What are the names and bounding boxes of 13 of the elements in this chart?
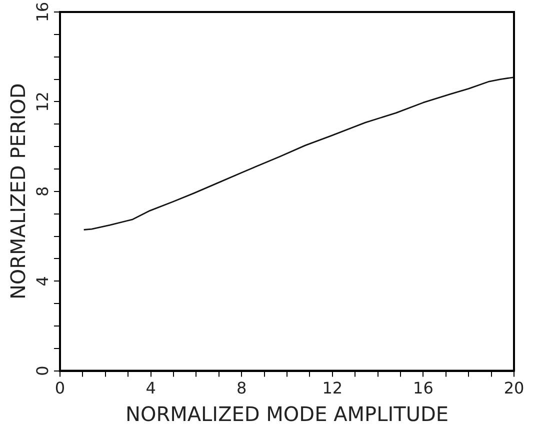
y-tick-label: 12 [33,92,52,112]
y-tick-label: 16 [33,2,52,22]
x-tick-label: 0 [54,378,66,398]
x-tick-label: 12 [322,378,343,398]
y-axis-title: NORMALIZED PERIOD [6,83,30,300]
x-axis-title: NORMALIZED MODE AMPLITUDE [126,402,448,426]
y-tick-label: 0 [33,366,52,376]
x-tick-label: 16 [413,378,434,398]
x-tick-label: 20 [504,378,524,398]
y-tick-label: 8 [33,186,52,196]
x-tick-label: 8 [236,378,247,398]
x-tick-label: 4 [146,378,156,398]
y-tick-label: 4 [33,276,52,286]
